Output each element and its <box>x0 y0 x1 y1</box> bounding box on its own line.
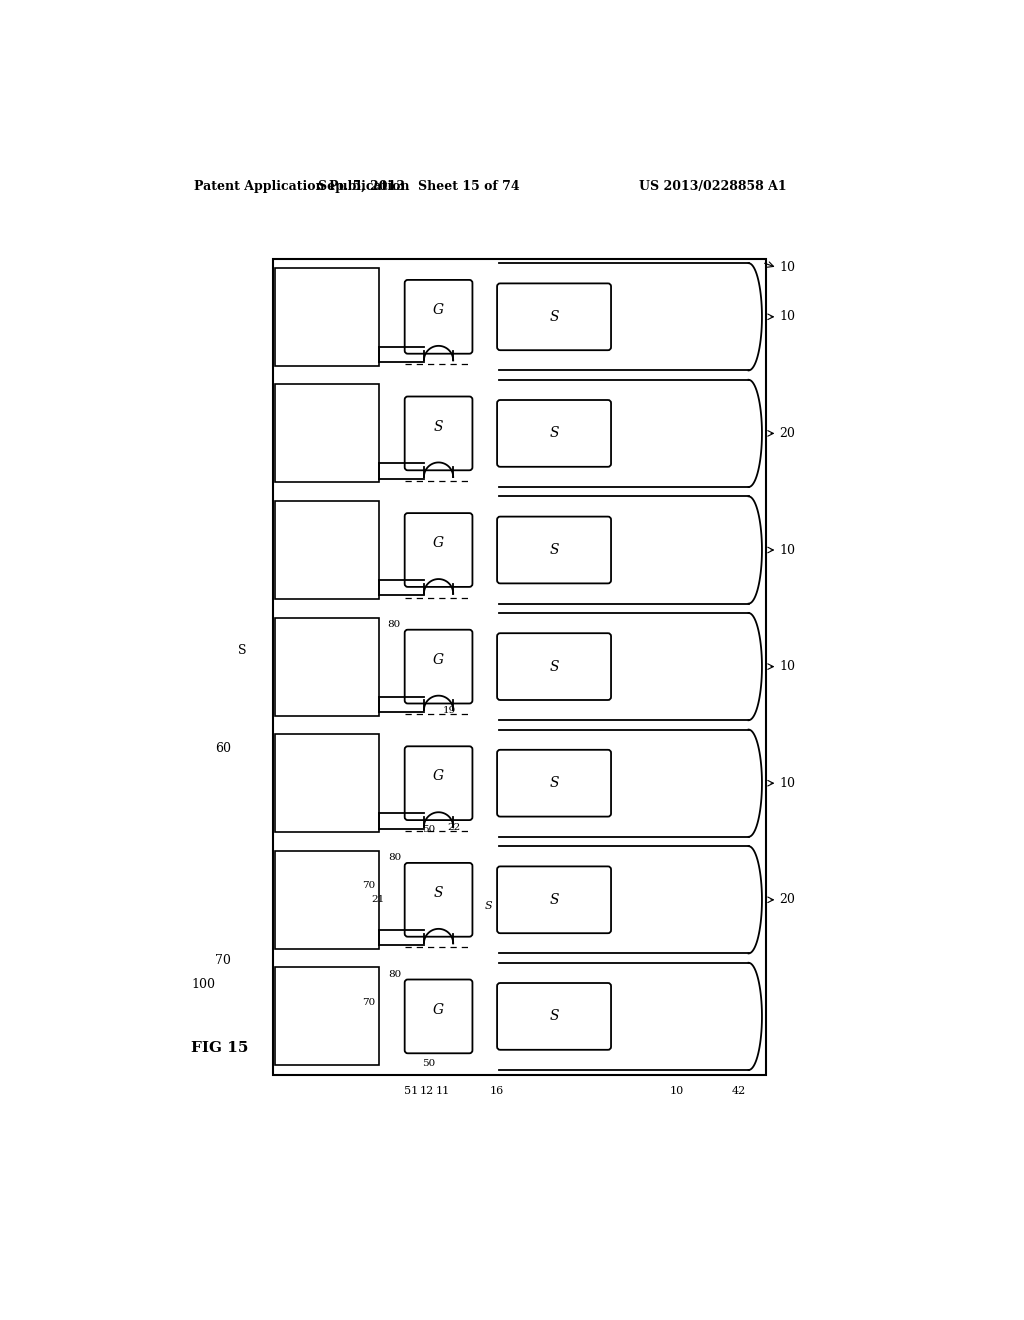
Text: 20: 20 <box>779 894 796 907</box>
FancyBboxPatch shape <box>497 516 611 583</box>
FancyBboxPatch shape <box>404 630 472 704</box>
Text: 26: 26 <box>517 903 530 912</box>
Text: 10: 10 <box>779 544 796 557</box>
Text: 80: 80 <box>388 970 401 978</box>
Text: 80: 80 <box>387 620 400 628</box>
Text: 11: 11 <box>435 1086 450 1096</box>
Text: 10: 10 <box>779 310 796 323</box>
FancyBboxPatch shape <box>497 634 611 700</box>
Text: Patent Application Publication: Patent Application Publication <box>194 181 410 194</box>
FancyBboxPatch shape <box>404 513 472 587</box>
FancyBboxPatch shape <box>497 866 611 933</box>
FancyBboxPatch shape <box>497 983 611 1049</box>
Text: 42: 42 <box>732 1086 746 1096</box>
Text: S: S <box>434 886 443 900</box>
Text: 100: 100 <box>191 978 215 991</box>
Text: 16: 16 <box>489 1086 504 1096</box>
Text: Sep. 5, 2013   Sheet 15 of 74: Sep. 5, 2013 Sheet 15 of 74 <box>318 181 520 194</box>
FancyBboxPatch shape <box>404 746 472 820</box>
Text: S: S <box>549 892 559 907</box>
FancyBboxPatch shape <box>404 396 472 470</box>
FancyBboxPatch shape <box>497 284 611 350</box>
Bar <box>274 502 379 599</box>
FancyBboxPatch shape <box>497 400 611 467</box>
Text: G: G <box>433 536 444 550</box>
Text: 70: 70 <box>362 998 376 1007</box>
Text: G: G <box>433 304 444 317</box>
Text: S: S <box>549 1010 559 1023</box>
FancyBboxPatch shape <box>497 750 611 817</box>
Text: 50: 50 <box>422 1059 435 1068</box>
Bar <box>273 259 766 1074</box>
Text: 12: 12 <box>420 1086 434 1096</box>
Text: 70: 70 <box>362 882 376 891</box>
Text: 22: 22 <box>447 822 461 832</box>
Text: 80: 80 <box>388 853 401 862</box>
Text: FIG 15: FIG 15 <box>190 1040 248 1055</box>
Text: S: S <box>434 420 443 434</box>
Text: 21: 21 <box>372 895 385 904</box>
Text: 10: 10 <box>779 776 796 789</box>
Bar <box>274 968 379 1065</box>
Text: 10: 10 <box>779 261 796 275</box>
Text: 20: 20 <box>779 426 796 440</box>
Bar <box>274 384 379 482</box>
Bar <box>274 851 379 949</box>
Text: 10: 10 <box>779 660 796 673</box>
Text: S: S <box>238 644 246 657</box>
Text: G: G <box>433 770 444 784</box>
Text: 51: 51 <box>404 1086 419 1096</box>
FancyBboxPatch shape <box>404 979 472 1053</box>
FancyBboxPatch shape <box>404 280 472 354</box>
Text: US 2013/0228858 A1: US 2013/0228858 A1 <box>639 181 786 194</box>
Text: 50: 50 <box>422 825 435 834</box>
Text: 40: 40 <box>498 909 511 919</box>
FancyBboxPatch shape <box>404 863 472 937</box>
Bar <box>274 618 379 715</box>
Text: 19: 19 <box>442 706 456 715</box>
Text: 70: 70 <box>215 954 230 968</box>
Text: S: S <box>549 310 559 323</box>
Text: S: S <box>549 426 559 441</box>
Text: G: G <box>433 653 444 667</box>
Text: S: S <box>484 902 493 911</box>
Text: 10: 10 <box>670 1086 684 1096</box>
Text: S: S <box>549 543 559 557</box>
Text: 60: 60 <box>215 742 230 755</box>
Text: S: S <box>549 660 559 673</box>
Text: S: S <box>549 776 559 791</box>
Bar <box>274 734 379 832</box>
Text: G: G <box>433 1003 444 1016</box>
Bar <box>274 268 379 366</box>
